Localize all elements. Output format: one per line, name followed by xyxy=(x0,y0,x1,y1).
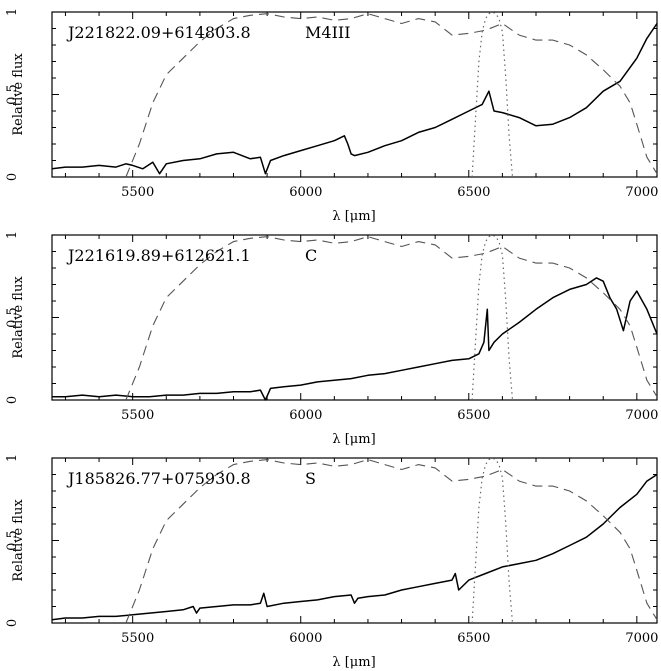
series-layer xyxy=(51,11,658,178)
x-tick-label-0: 5500 xyxy=(121,631,154,646)
series-layer xyxy=(52,234,658,401)
spectrum-panel-1: J221822.09+614803.8 M4III 0 0.5 1 5500 6… xyxy=(5,8,658,224)
x-tick-label-3: 7000 xyxy=(625,631,658,646)
x-tick-label-0: 5500 xyxy=(121,185,154,200)
y-tick-label-2: 1 xyxy=(5,8,20,16)
x-tick-label-2: 6500 xyxy=(457,631,490,646)
tick-marks xyxy=(52,11,657,178)
dotted-spectrum-line xyxy=(471,11,514,178)
y-tick-label-1: 0.5 xyxy=(5,84,20,105)
x-tick-label-2: 6500 xyxy=(457,185,490,200)
spectrum-panel-3: J185826.77+075930.8 S 0 0.5 1 5500 6000 … xyxy=(5,454,658,670)
y-tick-label-0: 0 xyxy=(5,173,20,181)
spectral-type-label: C xyxy=(305,246,317,265)
star-id-label: J221619.89+612621.1 xyxy=(66,246,251,265)
series-layer xyxy=(51,457,658,624)
star-id-label: J221822.09+614803.8 xyxy=(66,23,251,42)
dotted-spectrum-line xyxy=(471,234,514,401)
spectral-type-label: M4III xyxy=(305,23,351,42)
y-tick-label-0: 0 xyxy=(5,619,20,627)
x-axis-label: λ [μm] xyxy=(332,655,375,670)
x-tick-label-1: 6000 xyxy=(289,631,322,646)
y-tick-label-1: 0.5 xyxy=(5,307,20,328)
solid-spectrum-line xyxy=(52,277,658,401)
x-tick-label-3: 7000 xyxy=(625,185,658,200)
y-tick-label-1: 0.5 xyxy=(5,530,20,551)
star-id-label: J185826.77+075930.8 xyxy=(66,469,251,488)
x-tick-label-1: 6000 xyxy=(289,408,322,423)
y-axis-label: Relative flux xyxy=(11,276,26,359)
x-axis-label: λ [μm] xyxy=(332,432,375,447)
tick-marks xyxy=(52,234,657,401)
y-tick-label-2: 1 xyxy=(5,454,20,462)
x-tick-label-0: 5500 xyxy=(121,408,154,423)
dashed-spectrum-line xyxy=(125,236,658,401)
x-axis-label: λ [μm] xyxy=(332,209,375,224)
x-tick-label-3: 7000 xyxy=(625,408,658,423)
spectrum-panel-2: J221619.89+612621.1 C 0 0.5 1 5500 6000 … xyxy=(5,231,658,447)
dashed-spectrum-line xyxy=(125,13,658,178)
spectral-type-label: S xyxy=(305,469,316,488)
y-tick-label-0: 0 xyxy=(5,396,20,404)
x-tick-label-1: 6000 xyxy=(289,185,322,200)
dotted-spectrum-line xyxy=(471,457,514,624)
y-axis-label: Relative flux xyxy=(11,499,26,582)
solid-spectrum-line xyxy=(51,23,658,175)
x-tick-label-2: 6500 xyxy=(457,408,490,423)
y-tick-label-2: 1 xyxy=(5,231,20,239)
dashed-spectrum-line xyxy=(125,459,658,624)
solid-spectrum-line xyxy=(51,473,658,621)
y-axis-label: Relative flux xyxy=(11,53,26,136)
